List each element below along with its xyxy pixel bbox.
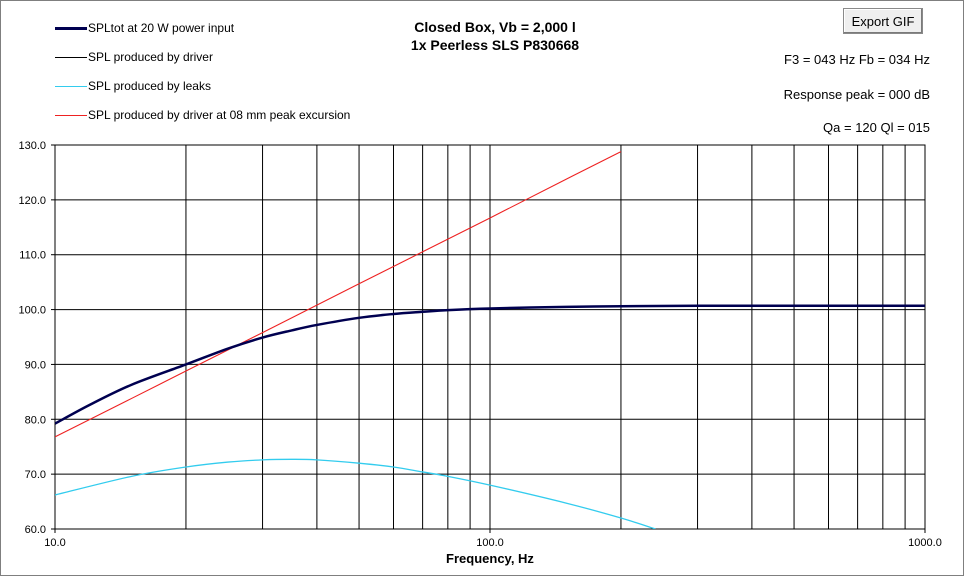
series-spltot-line — [55, 304, 925, 425]
x-tick-label: 10.0 — [44, 537, 65, 549]
response-peak-readout: Response peak = 000 dB — [783, 87, 930, 102]
qa-ql-readout: Qa = 120 Ql = 015 — [823, 120, 930, 135]
y-tick-label: 90.0 — [25, 359, 46, 371]
legend-label: SPL produced by driver — [88, 50, 213, 64]
chart-title: Closed Box, Vb = 2,000 l — [414, 19, 576, 35]
legend-label: SPL produced by leaks — [88, 79, 211, 93]
f3-fb-readout: F3 = 043 Hz Fb = 034 Hz — [784, 52, 930, 67]
series-excursion-line — [55, 151, 622, 438]
legend-label: SPLtot at 20 W power input — [88, 21, 235, 35]
y-tick-label: 130.0 — [18, 140, 46, 152]
series-leaks-line — [55, 458, 656, 529]
export-gif-button[interactable]: Export GIF — [843, 8, 923, 34]
chart-subtitle: 1x Peerless SLS P830668 — [410, 37, 580, 53]
y-tick-label: 80.0 — [25, 414, 46, 426]
y-tick-label: 70.0 — [25, 469, 46, 481]
legend-swatch-driver — [55, 57, 87, 58]
legend-swatch-leaks — [55, 86, 87, 87]
y-tick-label: 110.0 — [19, 250, 46, 262]
legend-swatch-excursion — [55, 115, 87, 116]
x-tick-label: 1000.0 — [908, 537, 942, 549]
legend-swatch-spltot — [55, 27, 87, 30]
y-tick-label: 100.0 — [18, 305, 46, 317]
y-tick-label: 60.0 — [25, 524, 46, 536]
y-tick-label: 120.0 — [18, 195, 46, 207]
x-tick-label: 100.0 — [476, 537, 504, 549]
legend-label: SPL produced by driver at 08 mm peak exc… — [88, 108, 351, 122]
x-axis-label: Frequency, Hz — [446, 551, 534, 566]
